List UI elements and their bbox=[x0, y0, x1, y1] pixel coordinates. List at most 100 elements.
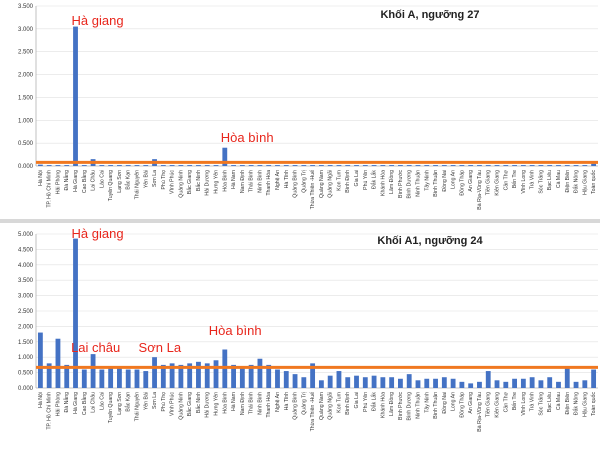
x-tick-label: Bắc Kạn bbox=[125, 170, 132, 190]
x-tick-label: Hà Tĩnh bbox=[284, 170, 290, 188]
x-tick-label: Bình Thuận bbox=[433, 170, 439, 197]
x-tick-label: Phú Yên bbox=[363, 170, 369, 190]
bar bbox=[529, 165, 535, 166]
bar bbox=[239, 366, 245, 388]
bar bbox=[336, 371, 342, 388]
chart-panel-khoi-a1: 0.000 0.500 1.000 1.500 2.000 2.500 3.000 3.500… bbox=[0, 224, 600, 450]
bar bbox=[433, 378, 438, 388]
y-tick-label: 3.500 bbox=[18, 4, 34, 10]
bar bbox=[64, 165, 70, 166]
bar bbox=[73, 238, 78, 388]
bar bbox=[459, 165, 465, 166]
bar bbox=[398, 378, 403, 388]
x-tick-label: Thái Bình bbox=[249, 170, 255, 192]
bar bbox=[520, 378, 526, 388]
x-tick-label: Trà Vinh bbox=[530, 170, 536, 189]
x-tick-label: Yên Bái bbox=[143, 392, 149, 410]
x-tick-label: Quảng Trị bbox=[301, 392, 307, 415]
bar bbox=[415, 380, 421, 388]
y-tick-label: 5.000 bbox=[18, 232, 34, 238]
x-tick-label: Đồng Tháp bbox=[459, 392, 465, 418]
x-tick-label: Bến Tre bbox=[512, 170, 518, 188]
x-tick-label: Vĩnh Phúc bbox=[170, 170, 176, 194]
x-tick-label: Lai Châu bbox=[91, 170, 97, 191]
bar bbox=[239, 165, 245, 166]
x-tick-label: Cà Mau bbox=[556, 392, 562, 410]
x-tick-label: Đắk Lắk bbox=[371, 392, 378, 411]
x-tick-label: Đà Nẵng bbox=[63, 170, 70, 191]
x-tick-label: Khánh Hòa bbox=[380, 392, 386, 418]
y-tick-label: 2.000 bbox=[18, 73, 34, 79]
bar bbox=[310, 363, 316, 388]
bar bbox=[301, 377, 307, 388]
x-tick-label: Tiền Giang bbox=[486, 170, 492, 195]
bar bbox=[380, 165, 386, 166]
x-tick-label: Hà Nội bbox=[38, 392, 44, 408]
bar bbox=[529, 377, 535, 388]
x-tick-label: Long An bbox=[451, 170, 457, 189]
x-tick-label: Vĩnh Long bbox=[521, 392, 527, 416]
annotation-label: Hòa bình bbox=[209, 323, 262, 338]
bar bbox=[117, 165, 122, 166]
bar bbox=[389, 165, 395, 166]
x-tick-label: Toàn quốc bbox=[591, 170, 597, 194]
x-tick-label: Đồng Nai bbox=[442, 392, 448, 414]
bar bbox=[345, 165, 351, 166]
bar bbox=[231, 165, 236, 166]
bar bbox=[283, 165, 289, 166]
x-tick-label: Bình Dương bbox=[407, 170, 413, 199]
x-tick-label: Phú Yên bbox=[363, 392, 369, 412]
x-tick-label: Toàn quốc bbox=[591, 392, 597, 416]
x-tick-label: Điện Biên bbox=[565, 170, 571, 193]
bar bbox=[37, 164, 43, 166]
y-tick-label: 4.500 bbox=[18, 247, 34, 253]
bar bbox=[564, 367, 570, 388]
x-tick-label: Bình Định bbox=[345, 170, 351, 193]
bar bbox=[573, 381, 579, 388]
bar bbox=[556, 381, 561, 388]
annotation-label: Hà giang bbox=[72, 13, 124, 28]
bar bbox=[538, 380, 544, 388]
y-tick-label: 3.000 bbox=[18, 294, 34, 300]
x-tick-label: Hòa Bình bbox=[222, 170, 228, 192]
bar bbox=[169, 363, 175, 388]
x-tick-label: Sơn La bbox=[152, 170, 158, 187]
bar bbox=[275, 165, 280, 166]
x-tick-label: Thái Nguyên bbox=[134, 392, 140, 422]
x-tick-label: Hà Nam bbox=[231, 392, 237, 411]
bar bbox=[90, 354, 96, 388]
x-tick-label: Hòa Bình bbox=[222, 392, 228, 414]
y-tick-label: 1.500 bbox=[18, 95, 34, 101]
x-tick-label: Kiên Giang bbox=[495, 170, 501, 196]
bar bbox=[494, 380, 500, 388]
bar bbox=[204, 363, 210, 388]
x-tick-label: Hậu Giang bbox=[582, 170, 588, 195]
bar bbox=[547, 165, 553, 166]
x-tick-label: Quảng Trị bbox=[301, 170, 307, 193]
y-tick-label: 0.000 bbox=[18, 386, 34, 392]
annotation-label: Hòa bình bbox=[221, 130, 274, 145]
x-tick-label: Hưng Yên bbox=[214, 392, 220, 416]
bar bbox=[485, 371, 491, 388]
bar bbox=[64, 364, 70, 388]
x-tick-label: Hưng Yên bbox=[214, 170, 220, 194]
x-tick-label: Quảng Nam bbox=[319, 392, 325, 420]
x-tick-label: Thái Bình bbox=[249, 392, 255, 414]
x-tick-label: Phú Thọ bbox=[161, 170, 167, 190]
bar bbox=[450, 378, 456, 388]
bar bbox=[213, 360, 219, 388]
bar bbox=[354, 375, 359, 388]
x-tick-label: Bắc Ninh bbox=[195, 170, 202, 191]
x-tick-label: Đà Nẵng bbox=[63, 392, 70, 413]
x-tick-label: Đắk Nông bbox=[573, 170, 580, 193]
bar bbox=[477, 381, 482, 388]
bar bbox=[152, 357, 157, 388]
x-tick-label: Ninh Bình bbox=[257, 170, 263, 193]
bar bbox=[318, 165, 324, 166]
x-tick-label: Quảng Ninh bbox=[178, 170, 184, 198]
x-tick-label: Bắc Giang bbox=[186, 170, 193, 194]
bar bbox=[301, 165, 307, 166]
x-tick-label: Quảng Bình bbox=[293, 170, 299, 198]
x-tick-label: Yên Bái bbox=[143, 170, 149, 188]
x-tick-label: Cần Thơ bbox=[503, 169, 509, 190]
